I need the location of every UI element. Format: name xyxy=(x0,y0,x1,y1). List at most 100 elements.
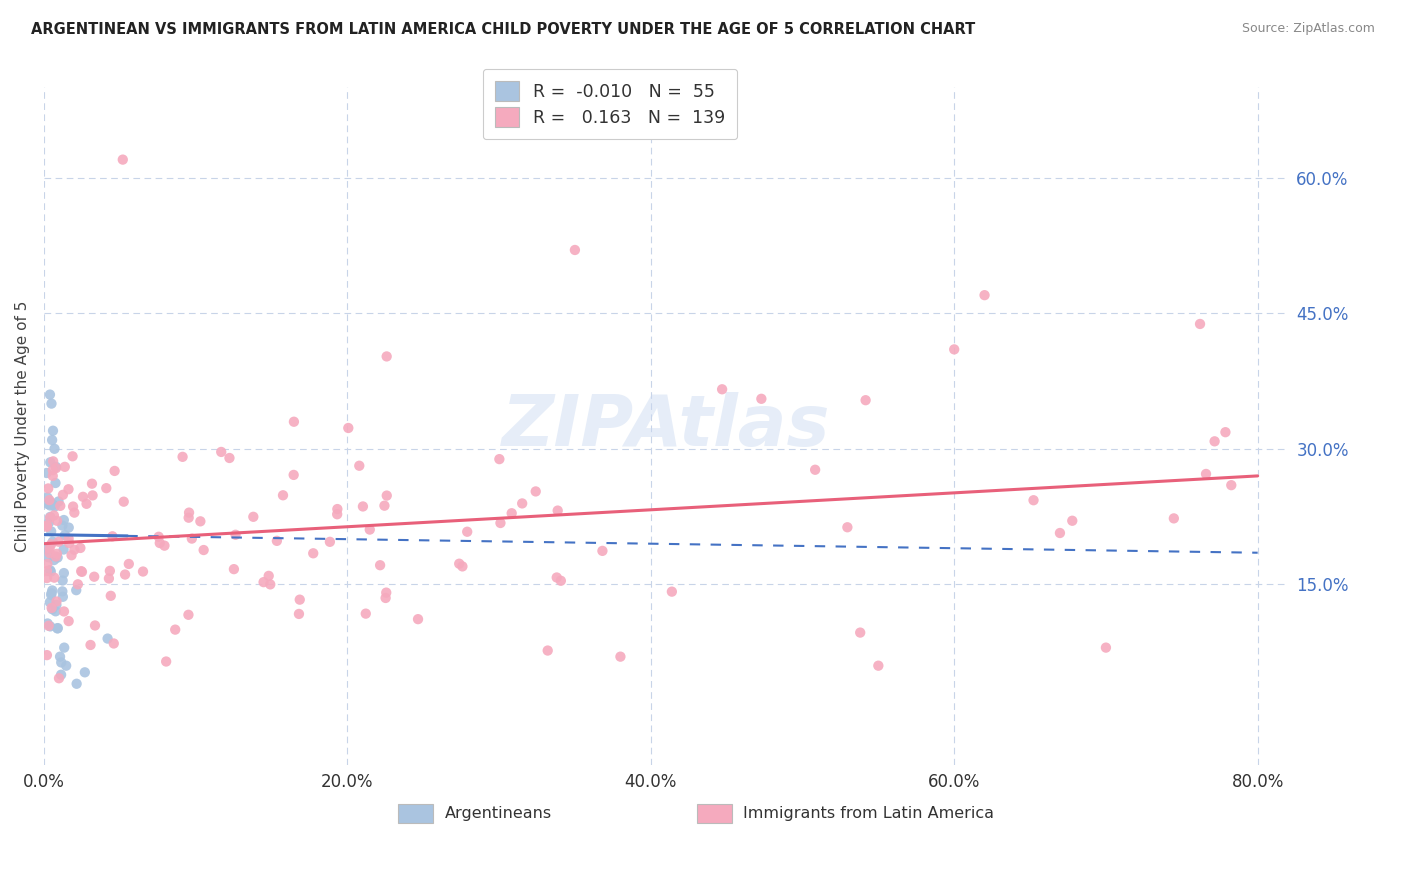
Point xyxy=(804,463,827,477)
Point xyxy=(190,514,212,528)
Point xyxy=(52,513,75,527)
Point xyxy=(51,656,73,670)
Point xyxy=(48,534,70,549)
Point xyxy=(368,558,391,573)
Point xyxy=(58,536,80,550)
Point xyxy=(855,393,877,408)
Point xyxy=(52,590,75,604)
Point xyxy=(49,667,72,681)
Point xyxy=(288,592,311,607)
Point xyxy=(45,604,67,618)
Point xyxy=(39,537,62,551)
Point xyxy=(177,607,200,622)
Point xyxy=(51,584,73,599)
Point xyxy=(79,638,101,652)
Point xyxy=(101,529,124,543)
Point xyxy=(39,619,62,633)
Point xyxy=(55,658,77,673)
Point xyxy=(35,518,58,533)
Point xyxy=(751,392,773,406)
Point xyxy=(1204,434,1226,449)
Point xyxy=(868,658,890,673)
Point xyxy=(271,488,294,502)
Point xyxy=(591,544,613,558)
Point xyxy=(38,619,60,633)
Point xyxy=(326,502,349,516)
Point xyxy=(352,500,374,514)
Point xyxy=(1022,493,1045,508)
Point xyxy=(510,496,533,510)
Point xyxy=(35,542,58,557)
Point xyxy=(35,648,58,662)
Point xyxy=(375,489,398,503)
Point xyxy=(52,574,75,588)
Point xyxy=(149,536,172,550)
Point xyxy=(100,589,122,603)
Point xyxy=(39,524,62,539)
Point xyxy=(38,541,60,556)
Point xyxy=(39,387,62,401)
Point xyxy=(193,543,215,558)
Point xyxy=(661,584,683,599)
Point xyxy=(46,621,69,635)
Point xyxy=(73,665,96,680)
Point xyxy=(155,655,177,669)
Point xyxy=(257,569,280,583)
Point xyxy=(97,572,120,586)
Point xyxy=(44,500,66,514)
Point xyxy=(45,547,67,561)
Point xyxy=(375,350,398,364)
Point xyxy=(45,549,67,564)
Point xyxy=(242,509,264,524)
Point xyxy=(711,382,734,396)
Point xyxy=(209,445,232,459)
Point xyxy=(44,442,66,456)
Point xyxy=(38,493,60,508)
Point xyxy=(38,546,60,560)
Point xyxy=(53,528,76,542)
Point xyxy=(373,499,395,513)
Point xyxy=(302,546,325,560)
Point xyxy=(48,494,70,508)
Point xyxy=(35,571,58,585)
Point xyxy=(41,602,63,616)
Point xyxy=(45,459,67,474)
Point xyxy=(45,598,67,612)
Point xyxy=(58,614,80,628)
Point xyxy=(84,618,107,632)
Point xyxy=(62,500,84,514)
Point xyxy=(319,534,342,549)
Point xyxy=(1095,640,1118,655)
Point xyxy=(374,591,396,605)
Point xyxy=(1062,514,1084,528)
Point xyxy=(63,506,86,520)
Point xyxy=(37,616,59,631)
Point xyxy=(177,506,200,520)
Point xyxy=(66,677,89,691)
Point xyxy=(104,464,127,478)
Point xyxy=(45,594,67,608)
Point xyxy=(83,570,105,584)
Point xyxy=(69,541,91,555)
Point xyxy=(259,577,281,591)
Point xyxy=(114,567,136,582)
Point xyxy=(337,421,360,435)
Point xyxy=(39,565,62,579)
Point xyxy=(177,510,200,524)
Point xyxy=(252,575,274,590)
Point xyxy=(837,520,859,534)
Point xyxy=(35,466,58,480)
Point xyxy=(165,623,187,637)
Point xyxy=(52,488,75,502)
Point xyxy=(42,508,65,523)
Point xyxy=(58,482,80,496)
Point xyxy=(103,636,125,650)
Point xyxy=(39,588,62,602)
Point xyxy=(1195,467,1218,481)
Point xyxy=(943,343,966,357)
Point xyxy=(39,510,62,524)
Point xyxy=(35,520,58,534)
Point xyxy=(349,458,371,473)
Point xyxy=(326,508,349,522)
Point xyxy=(501,506,523,520)
